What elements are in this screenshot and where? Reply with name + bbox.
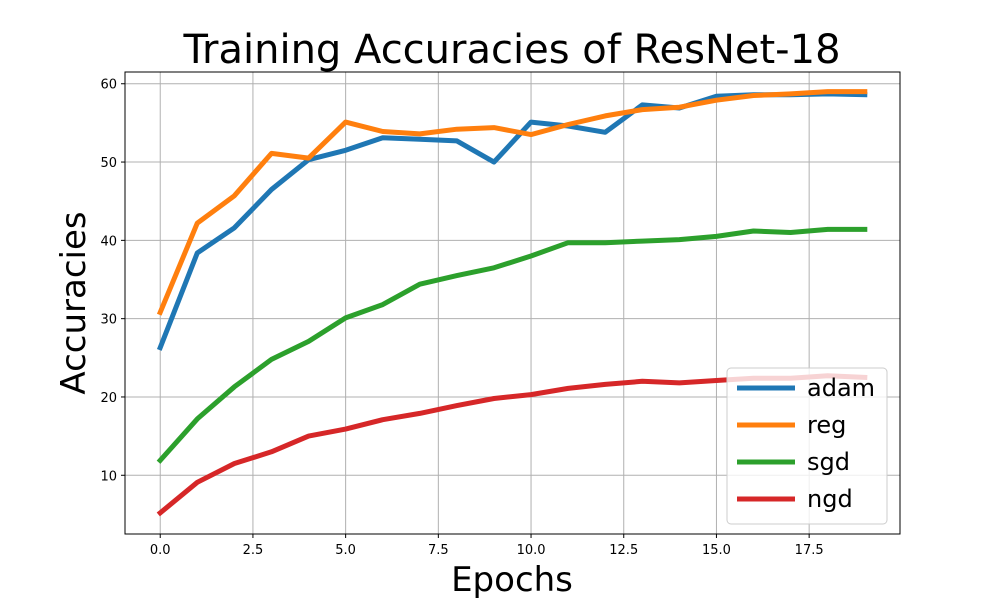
y-tick-label: 30 xyxy=(100,313,117,328)
x-tick-label: 5.0 xyxy=(335,543,356,558)
x-tick-label: 7.5 xyxy=(428,543,449,558)
series-line-reg xyxy=(156,89,868,316)
y-axis-label: Accuracies xyxy=(54,211,94,394)
y-tick-label: 50 xyxy=(100,156,117,171)
legend-label-sgd: sgd xyxy=(807,448,850,476)
legend-label-ngd: ngd xyxy=(807,485,853,513)
y-tick-label: 10 xyxy=(100,469,117,484)
x-axis-label: Epochs xyxy=(451,560,573,600)
legend-box xyxy=(726,367,888,525)
plot-frame xyxy=(124,71,901,535)
legend-label-adam: adam xyxy=(807,374,875,402)
legend: adam reg sgd ngd xyxy=(726,367,888,525)
x-tick-label: 10.0 xyxy=(517,543,546,558)
axis-ticks: 0.0 2.5 5.0 7.5 10.0 12.5 15.0 17.5 10 20 30 40 50 60 xyxy=(100,78,823,558)
series-line-sgd xyxy=(156,226,868,464)
legend-label-reg: reg xyxy=(807,411,846,439)
x-tick-label: 2.5 xyxy=(243,543,264,558)
x-tick-label: 15.0 xyxy=(702,543,731,558)
y-tick-label: 60 xyxy=(100,78,117,93)
x-tick-label: 17.5 xyxy=(795,543,824,558)
x-tick-label: 0.0 xyxy=(150,543,171,558)
chart-title: Training Accuracies of ResNet-18 xyxy=(182,27,840,73)
x-tick-label: 12.5 xyxy=(609,543,638,558)
y-tick-label: 20 xyxy=(100,391,117,406)
y-tick-label: 40 xyxy=(100,234,117,249)
